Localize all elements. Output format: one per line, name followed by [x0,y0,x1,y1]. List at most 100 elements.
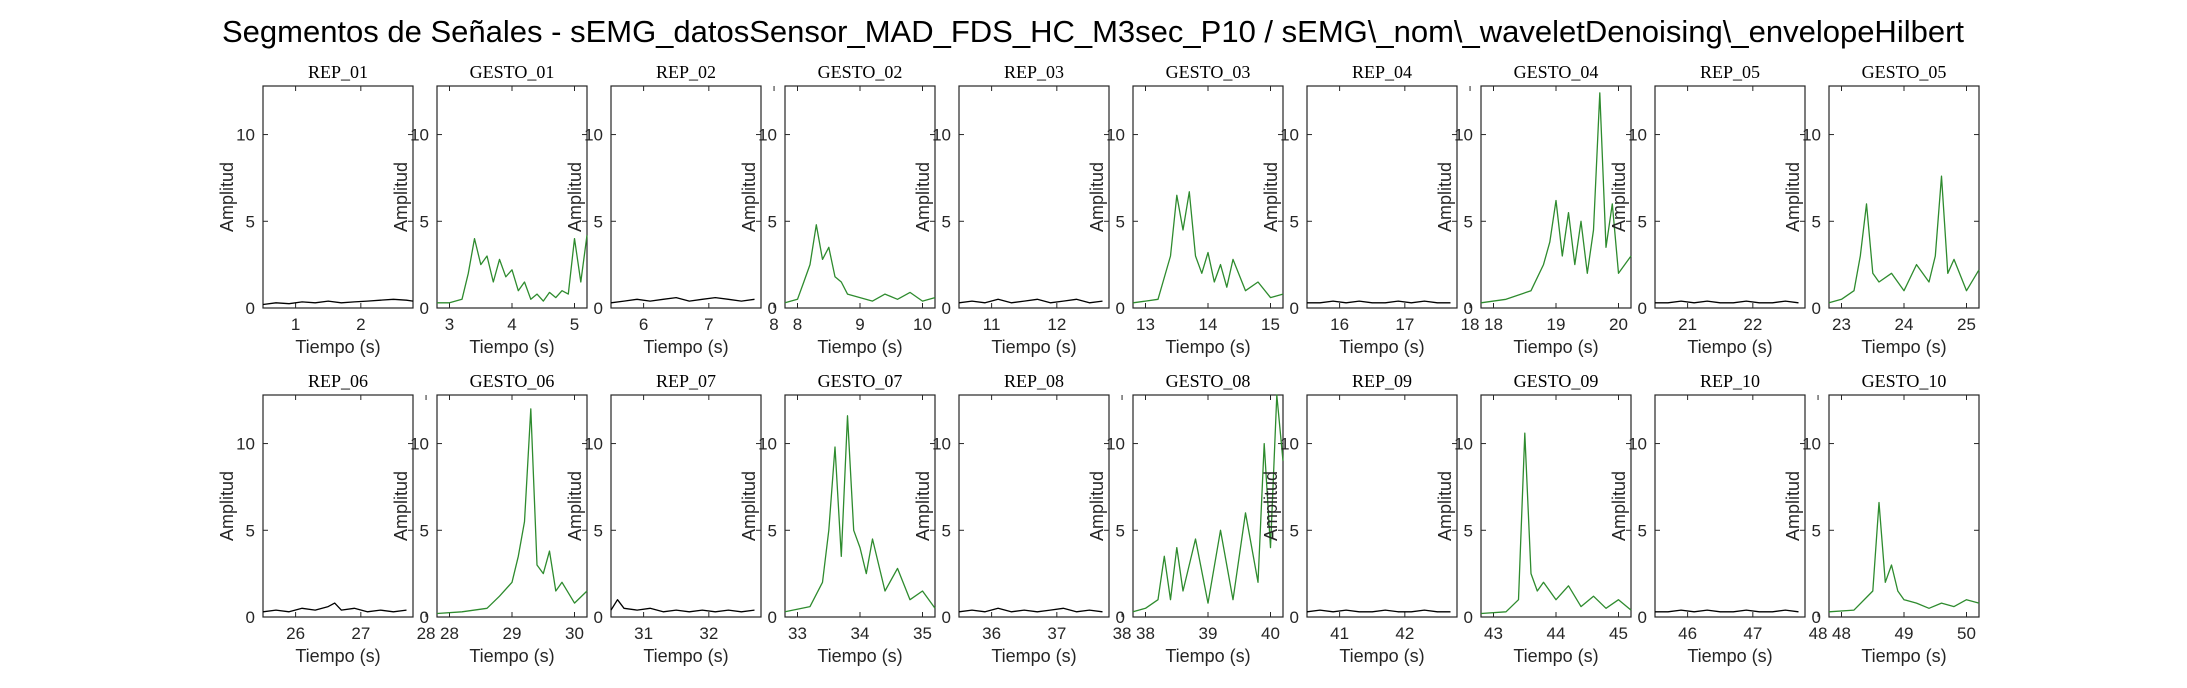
subplot-title: GESTO_04 [1514,62,1599,82]
y-tick-label: 0 [768,608,777,627]
x-axis-label: Tiempo (s) [1339,337,1424,357]
y-tick-label: 5 [1290,212,1299,231]
x-axis-label: Tiempo (s) [1861,646,1946,666]
x-tick-label: 37 [1047,624,1066,643]
subplot-title: REP_10 [1700,371,1760,391]
y-tick-label: 0 [594,299,603,318]
x-tick-label: 18 [1461,315,1480,334]
y-axis-label: Amplitud [1261,471,1281,541]
x-tick-label: 1 [291,315,300,334]
y-tick-label: 0 [1812,299,1821,318]
x-tick-label: 24 [1895,315,1914,334]
subplot-rep-09: REP_09 0 5 10 41 42 Tiempo (s) Amplitud [1261,371,1458,666]
signal-line [1480,92,1632,304]
y-tick-label: 10 [584,435,603,454]
x-axis-label: Tiempo (s) [1339,646,1424,666]
signal-line [958,298,1103,304]
y-axis-label: Amplitud [739,471,759,541]
y-tick-label: 10 [1454,435,1473,454]
y-tick-label: 10 [932,435,951,454]
x-tick-label: 12 [1047,315,1066,334]
x-tick-label: 50 [1957,624,1976,643]
signal-line [1655,609,1799,613]
y-tick-label: 10 [758,126,777,145]
y-tick-label: 0 [1638,608,1647,627]
x-tick-label: 19 [1547,315,1566,334]
y-axis-label: Amplitud [739,162,759,232]
x-axis-label: Tiempo (s) [1165,646,1250,666]
axes-frame [1828,85,1980,309]
y-tick-label: 10 [758,435,777,454]
x-tick-label: 23 [1832,315,1851,334]
signal-line [784,224,936,304]
y-axis-label: Amplitud [565,471,585,541]
y-tick-label: 0 [1116,608,1125,627]
x-tick-label: 15 [1261,315,1280,334]
y-tick-label: 0 [246,608,255,627]
signal-line [1307,300,1451,304]
subplot-rep-04: REP_04 0 5 10 16 17 18 Tiempo (s) Amplitud [1261,62,1480,357]
subplot-rep-01: REP_01 0 5 10 1 2 Tiempo (s) Amplitud [217,62,414,357]
x-tick-label: 16 [1330,315,1349,334]
y-axis-label: Amplitud [217,162,237,232]
subplot-gesto-01: GESTO_01 0 5 10 3 4 5 Tiempo (s) Amplitud [391,62,588,357]
x-tick-label: 49 [1895,624,1914,643]
x-tick-label: 26 [286,624,305,643]
axes-frame [1828,394,1980,618]
y-tick-label: 10 [584,126,603,145]
y-tick-label: 0 [1464,608,1473,627]
y-tick-label: 0 [1464,299,1473,318]
subplot-title: REP_06 [308,371,368,391]
y-tick-label: 5 [1812,212,1821,231]
x-axis-label: Tiempo (s) [1513,337,1598,357]
subplot-title: GESTO_09 [1514,371,1599,391]
y-tick-label: 10 [1802,126,1821,145]
x-tick-label: 6 [639,315,648,334]
x-tick-label: 9 [855,315,864,334]
x-tick-label: 13 [1136,315,1155,334]
x-tick-label: 7 [704,315,713,334]
signal-line [1480,432,1632,615]
y-axis-label: Amplitud [1435,162,1455,232]
y-axis-label: Amplitud [391,471,411,541]
x-tick-label: 21 [1678,315,1697,334]
y-axis-label: Amplitud [565,162,585,232]
subplot-gesto-06: GESTO_06 0 5 10 28 29 30 Tiempo (s) Amplitud [391,371,588,666]
subplot-title: REP_01 [308,62,368,82]
axes-frame [1306,394,1458,618]
signal-line [1132,394,1284,613]
signal-line [1132,191,1284,304]
x-tick-label: 25 [1957,315,1976,334]
y-axis-label: Amplitud [1783,162,1803,232]
x-tick-label: 42 [1395,624,1414,643]
y-tick-label: 10 [1106,435,1125,454]
y-tick-label: 5 [942,521,951,540]
x-axis-label: Tiempo (s) [295,646,380,666]
x-tick-label: 34 [851,624,870,643]
x-axis-label: Tiempo (s) [817,337,902,357]
x-tick-label: 30 [565,624,584,643]
y-tick-label: 0 [246,299,255,318]
subplot-title: GESTO_03 [1166,62,1251,82]
signal-line [437,235,588,304]
x-tick-label: 2 [356,315,365,334]
subplot-rep-06: REP_06 0 5 10 26 27 28 Tiempo (s) Amplitud [217,371,436,666]
x-tick-label: 36 [982,624,1001,643]
x-tick-label: 17 [1395,315,1414,334]
y-tick-label: 5 [420,212,429,231]
y-tick-label: 5 [768,521,777,540]
y-axis-label: Amplitud [391,162,411,232]
axes-frame [610,394,762,618]
y-tick-label: 5 [1464,212,1473,231]
subplot-title: GESTO_10 [1862,371,1947,391]
y-tick-label: 5 [1116,521,1125,540]
signal-line [262,298,414,306]
axes-frame [958,394,1110,618]
subplot-gesto-02: GESTO_02 0 5 10 8 9 10 Tiempo (s) Amplitud [739,62,936,357]
axes-frame [958,85,1110,309]
y-tick-label: 10 [1628,435,1647,454]
x-tick-label: 4 [507,315,516,334]
x-axis-label: Tiempo (s) [1165,337,1250,357]
y-tick-label: 0 [1812,608,1821,627]
y-tick-label: 0 [420,608,429,627]
